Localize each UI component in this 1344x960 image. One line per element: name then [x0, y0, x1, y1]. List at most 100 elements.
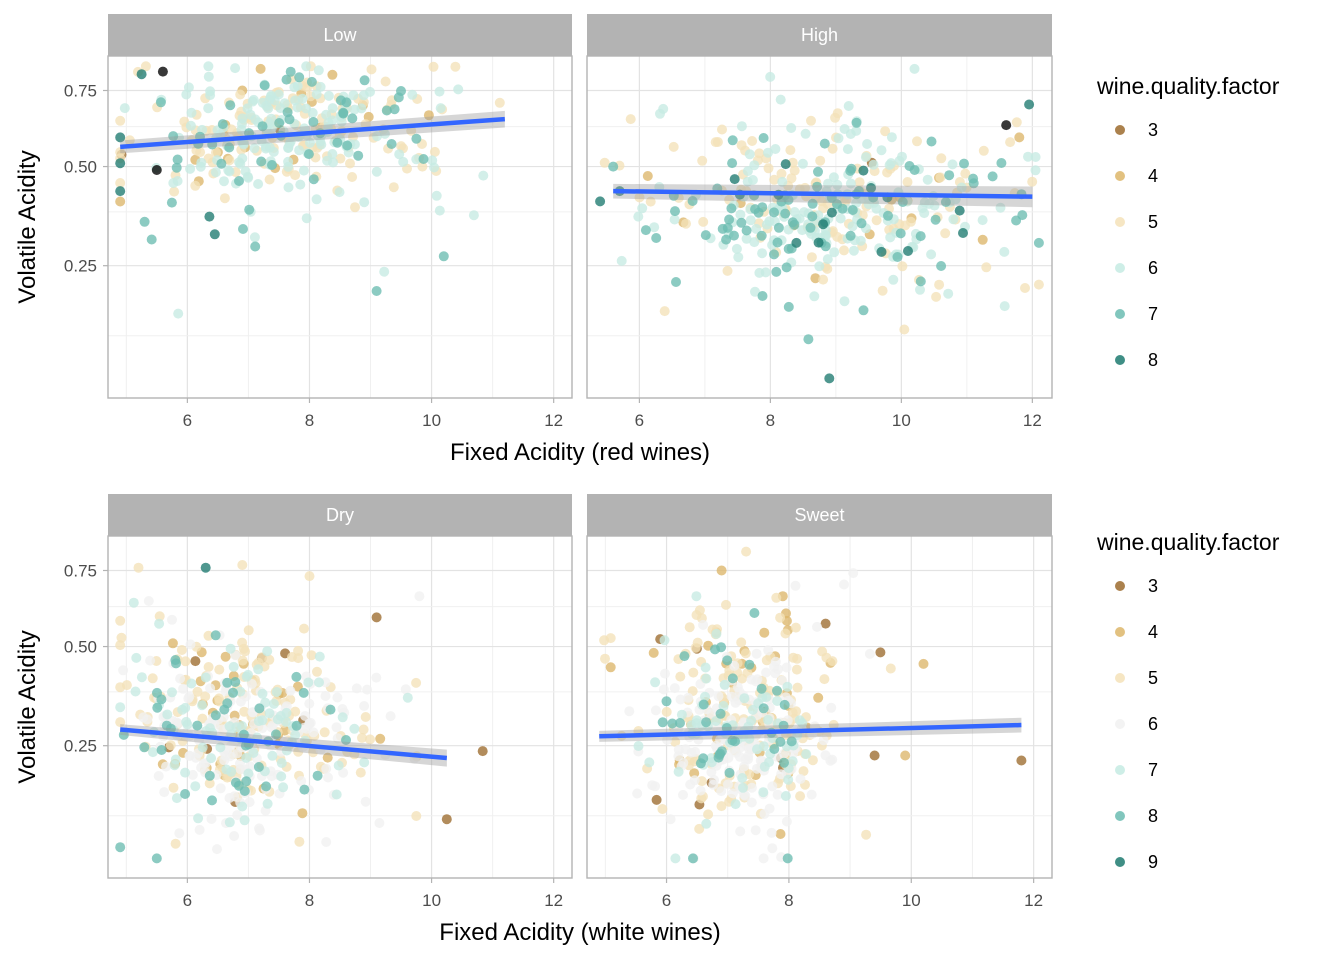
data-point — [954, 205, 965, 216]
data-point — [450, 61, 461, 72]
data-point — [205, 90, 216, 101]
data-point — [237, 560, 248, 570]
data-point — [675, 718, 685, 728]
data-point — [173, 308, 184, 319]
data-point — [435, 103, 446, 114]
data-point — [1030, 152, 1041, 162]
data-point — [184, 750, 195, 761]
data-point — [691, 591, 702, 602]
legend-label: 7 — [1148, 304, 1158, 324]
strip-label: Dry — [326, 505, 354, 525]
data-point — [138, 712, 149, 723]
data-point — [293, 653, 304, 664]
data-point — [379, 266, 390, 277]
data-point — [698, 753, 709, 764]
data-point — [207, 795, 217, 806]
data-point — [727, 135, 738, 146]
data-point — [157, 66, 168, 77]
data-point — [806, 115, 816, 126]
data-point — [411, 154, 422, 165]
legend-key — [1115, 581, 1125, 591]
data-point — [293, 645, 304, 656]
data-point — [225, 100, 236, 111]
data-point — [902, 177, 913, 187]
data-point — [735, 826, 746, 837]
data-point — [761, 655, 772, 666]
data-point — [220, 686, 231, 697]
data-point — [243, 768, 254, 779]
data-point — [797, 718, 808, 729]
data-point — [661, 706, 672, 717]
data-point — [230, 677, 241, 687]
x-tick-label: 8 — [784, 891, 793, 910]
legend-label: 8 — [1148, 350, 1158, 370]
data-point — [139, 216, 150, 227]
data-point — [224, 721, 235, 732]
data-point — [684, 622, 695, 633]
data-point — [311, 89, 322, 100]
data-point — [331, 789, 342, 800]
data-point — [723, 779, 733, 790]
data-point — [858, 305, 869, 316]
data-point — [843, 101, 854, 111]
data-point — [244, 797, 255, 808]
y-axis-title: Volatile Acidity — [14, 150, 41, 303]
data-point — [291, 720, 302, 731]
legend-title: wine.quality.factor — [1096, 73, 1280, 99]
data-point — [599, 635, 610, 646]
data-point — [875, 647, 886, 658]
data-point — [239, 706, 250, 717]
data-point — [651, 794, 662, 805]
data-point — [333, 760, 344, 771]
data-point — [1014, 132, 1025, 143]
data-point — [710, 644, 720, 655]
data-point — [359, 197, 370, 208]
data-point — [885, 663, 896, 674]
data-point — [757, 291, 768, 301]
data-point — [222, 677, 233, 688]
data-point — [214, 696, 225, 707]
data-point — [351, 683, 362, 694]
data-point — [168, 131, 179, 142]
data-point — [943, 288, 954, 299]
data-point — [327, 149, 338, 159]
data-point — [206, 753, 217, 764]
data-point — [697, 155, 708, 166]
data-point — [210, 710, 221, 721]
data-point — [775, 829, 786, 839]
data-point — [800, 182, 810, 193]
data-point — [782, 853, 793, 864]
data-points — [599, 546, 1027, 864]
data-point — [388, 182, 399, 193]
data-point — [830, 112, 841, 123]
data-point — [738, 782, 748, 793]
data-point — [331, 722, 342, 733]
data-point — [224, 155, 235, 166]
data-point — [281, 745, 292, 756]
data-point — [215, 783, 226, 794]
data-point — [931, 291, 942, 302]
data-point — [325, 704, 336, 715]
data-point — [822, 254, 833, 265]
x-tick-label: 8 — [305, 411, 314, 430]
data-point — [441, 814, 452, 825]
data-point — [314, 677, 324, 688]
data-point — [884, 160, 895, 170]
data-point — [203, 103, 214, 114]
y-tick-label: 0.75 — [64, 81, 97, 100]
data-point — [806, 252, 817, 263]
data-point — [936, 153, 947, 164]
data-point — [197, 742, 208, 753]
data-point — [225, 643, 236, 654]
data-point — [851, 125, 862, 136]
panel-background — [587, 536, 1052, 878]
data-point — [828, 172, 839, 183]
strip-background — [587, 494, 1052, 536]
data-point — [700, 691, 710, 702]
data-point — [786, 173, 797, 184]
data-point — [730, 736, 740, 747]
data-point — [781, 816, 792, 827]
data-point — [167, 614, 177, 625]
data-point — [358, 724, 369, 735]
legend-label: 5 — [1148, 668, 1158, 688]
